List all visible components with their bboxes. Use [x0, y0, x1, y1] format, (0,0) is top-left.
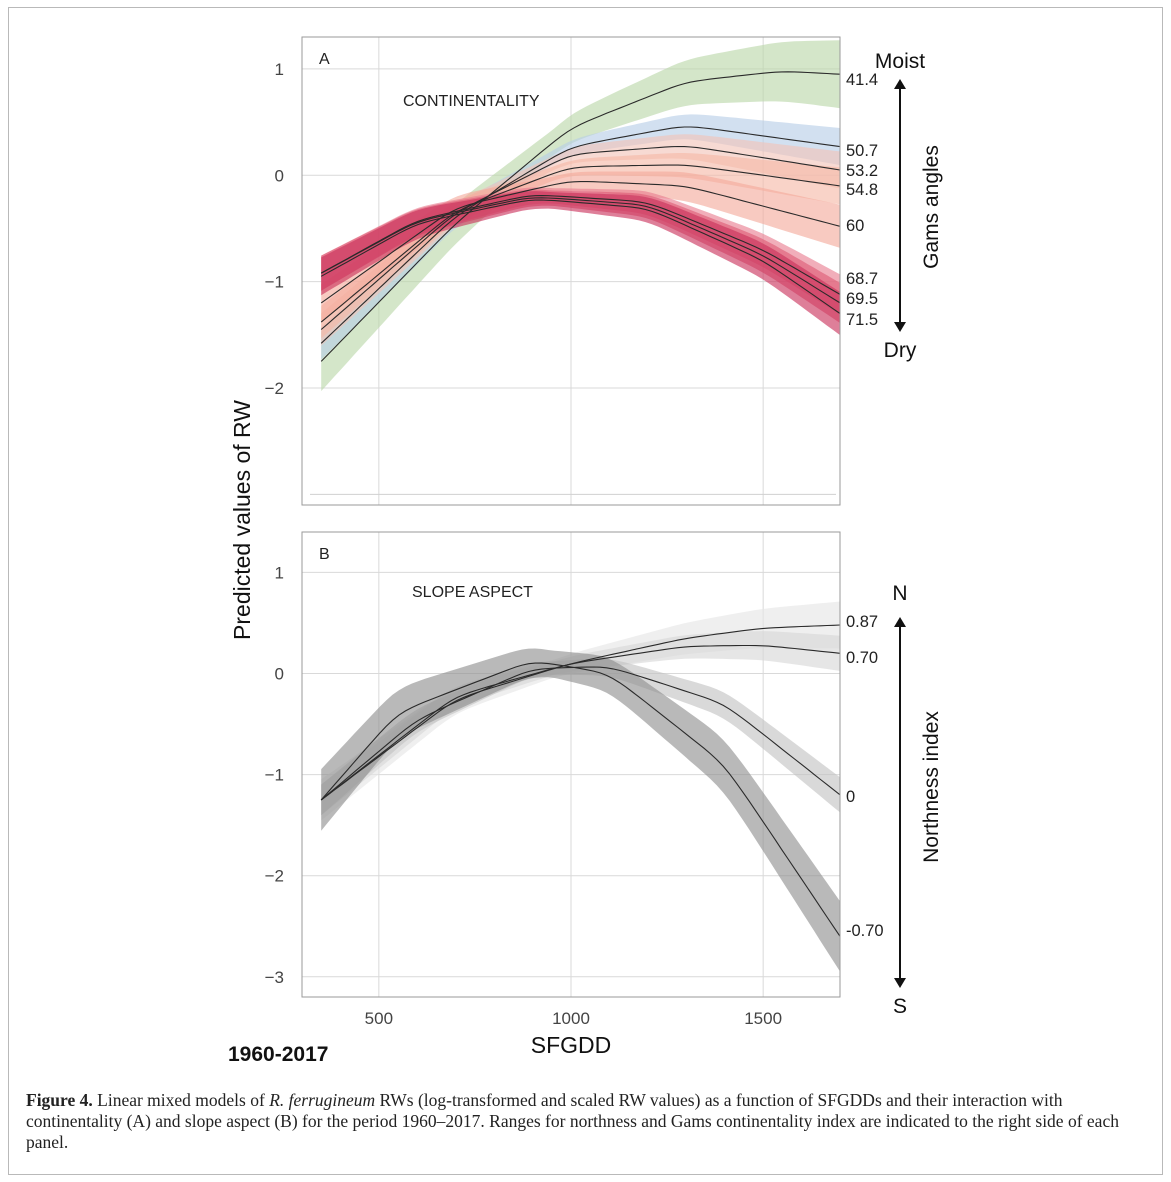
- panel-b-series-label-0: 0: [846, 788, 855, 806]
- x-axis-label: SFGDD: [531, 1032, 612, 1058]
- panel-b-xtick-label: 500: [365, 1009, 393, 1028]
- panel-b-band--0.70: [321, 648, 840, 972]
- panel-b-series-label-0.87: 0.87: [846, 613, 878, 631]
- panel-b-legend-arrowhead-down: [894, 978, 906, 988]
- panel-a-series-label-53.2: 53.2: [846, 162, 878, 180]
- panel-a-line-68.7: [320, 195, 841, 295]
- panel-a-series-label-60: 60: [846, 217, 864, 235]
- panel-a-series-label-71.5: 71.5: [846, 311, 878, 329]
- panel-a-ytick-label: 0: [275, 166, 284, 185]
- panel-a-line-71.5: [320, 199, 841, 314]
- panel-a-line-41.4: [320, 71, 841, 362]
- caption-species: R. ferrugineum: [269, 1090, 376, 1110]
- panel-b-ytick-label: −1: [265, 766, 284, 785]
- panel-b-title: SLOPE ASPECT: [412, 584, 533, 601]
- panel-b-line--0.70: [320, 662, 841, 937]
- panel-a-legend-arrowhead-down: [894, 322, 906, 332]
- panel-b-series-label--0.70: -0.70: [846, 922, 884, 940]
- panel-a-line-69.5: [320, 197, 841, 304]
- panel-a-band-41.4: [321, 40, 840, 392]
- panel-a-ytick-label: 1: [275, 60, 284, 79]
- panel-a-series-label-68.7: 68.7: [846, 270, 878, 288]
- panel-a-plot-frame: [301, 36, 841, 506]
- panel-a-ytick-label: −2: [265, 379, 284, 398]
- panel-a-legend-bottom: Dry: [884, 339, 917, 362]
- panel-a-series-label-41.4: 41.4: [846, 71, 878, 89]
- caption-text-start: Linear mixed models of: [92, 1090, 270, 1110]
- panel-a-legend-title: Gams angles: [920, 145, 943, 269]
- panel-b-ytick-label: −3: [265, 968, 284, 987]
- panel-a-letter: A: [319, 51, 330, 68]
- caption-label: Figure 4.: [26, 1090, 93, 1110]
- panel-a-series-label-69.5: 69.5: [846, 290, 878, 308]
- panel-b-line-0: [320, 666, 841, 801]
- panel-b-legend-arrowhead-up: [894, 617, 906, 627]
- panel-a-ytick-label: −1: [265, 273, 284, 292]
- y-axis-label: Predicted values of RW: [229, 400, 255, 640]
- panel-b-line-0.70: [320, 644, 841, 801]
- panel-b-ytick-label: 1: [275, 563, 284, 582]
- panel-b-plot-frame: [301, 531, 841, 998]
- panel-a-series-label-50.7: 50.7: [846, 142, 878, 160]
- panel-a-line-50.7: [320, 126, 841, 344]
- panel-a-series-label-54.8: 54.8: [846, 181, 878, 199]
- panel-b-xtick-label: 1000: [552, 1009, 590, 1028]
- panel-a-line-53.2: [320, 145, 841, 330]
- panel-a-line-54.8: [320, 164, 841, 323]
- panel-a-legend-top: Moist: [875, 50, 925, 73]
- panel-b-line-0.87: [320, 624, 841, 801]
- panel-a-band-71.5: [321, 191, 840, 336]
- panel-b-legend-title: Northness index: [920, 711, 943, 863]
- panel-b-letter: B: [319, 546, 330, 563]
- period-label: 1960-2017: [228, 1043, 329, 1066]
- panel-b-series-label-0.70: 0.70: [846, 649, 878, 667]
- panel-a-legend-arrowhead-up: [894, 79, 906, 89]
- panel-b-xtick-label: 1500: [744, 1009, 782, 1028]
- panel-b-ytick-label: −2: [265, 867, 284, 886]
- panel-b-ytick-label: 0: [275, 665, 284, 684]
- figure-frame: [8, 7, 1163, 1175]
- panel-a-line-60: [320, 181, 841, 304]
- figure-caption: Figure 4. Linear mixed models of R. ferr…: [26, 1090, 1151, 1153]
- panel-a-title: CONTINENTALITY: [403, 93, 540, 110]
- panel-b-legend-top: N: [892, 582, 907, 605]
- panel-b-legend-bottom: S: [893, 995, 907, 1018]
- caption-text-end: RWs (log-transformed and scaled RW value…: [26, 1090, 1119, 1152]
